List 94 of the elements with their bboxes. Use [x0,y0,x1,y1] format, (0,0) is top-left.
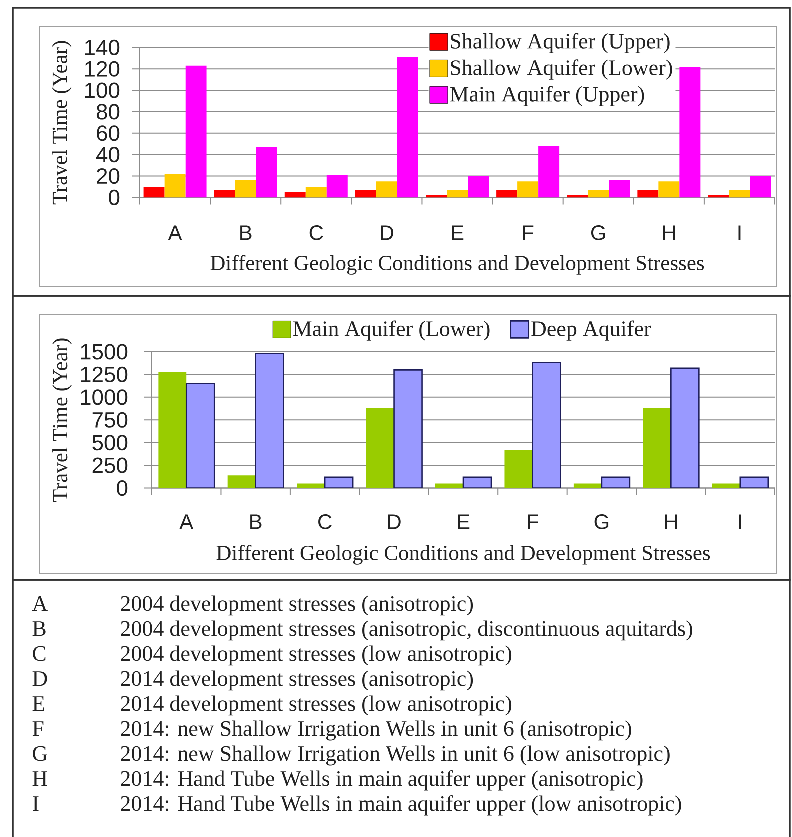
bar [643,408,672,488]
x-axis-title: Different Geologic Conditions and Development Stresses [216,545,710,565]
text: 2014: Hand Tube Wells in main aquifer upper (low anisotropic) [121,796,682,816]
bar [256,147,278,198]
x-tick-label: A [168,226,182,240]
bar [680,66,701,198]
y-tick-label: 0 [109,190,120,206]
legend-label: Main Aquifer (Lower) [293,320,490,341]
bar [164,174,186,198]
y-tick-label: 500 [92,435,128,451]
bar [638,190,659,198]
x-tick-label: F [528,514,538,530]
bar [144,186,165,198]
text: 2014: new Shallow Irrigation Wells in unit 6 (anisotropic) [121,720,632,741]
y-tick-label: 120 [85,61,120,77]
bar [750,176,772,198]
x-tick-label: A [180,514,194,530]
x-axis-title: Different Geologic Conditions and Development Stresses [210,255,704,275]
text: 2004 development stresses (anisotropic) [121,596,474,616]
bar [186,383,216,488]
category-label: E [32,696,45,711]
y-tick-label: 250 [92,458,128,474]
bar [729,190,750,198]
category-label: I [33,796,39,811]
bar [255,353,284,488]
bar [588,190,610,198]
bar [228,476,256,488]
x-tick-label: F [523,226,534,240]
bar [158,372,187,488]
bar [326,175,348,198]
y-tick-label: 750 [92,412,128,428]
x-tick-label: C [318,514,332,530]
category-label: H [32,772,48,786]
bar [397,57,418,198]
y-tick-label: 0 [117,480,128,496]
bar [538,146,560,198]
bar [284,192,306,198]
y-axis-title: Travel Time (Year) [52,41,72,205]
bar [447,190,468,198]
x-tick-label: C [310,226,324,240]
text: 2014: new Shallow Irrigation Wells in unit 6 (low anisotropic) [121,746,670,766]
legend-label: Shallow Aquifer (Lower) [451,60,672,80]
x-tick-label: B [250,514,262,530]
category-label: A [32,596,48,611]
bar [496,190,518,198]
y-tick-label: 20 [97,168,120,184]
y-tick-label: 140 [85,40,120,56]
category-label: C [33,646,46,662]
x-tick-label: G [592,226,606,240]
bar [186,66,207,198]
y-axis-title: Travel Time (Year) [52,338,72,502]
x-tick-label: E [452,226,464,240]
bar [366,408,394,488]
bar [235,180,256,198]
x-tick-label: D [388,514,401,530]
category-label: D [32,672,48,686]
text: 2014 development stresses (anisotropic) [121,670,474,691]
category-label: G [33,746,48,762]
y-tick-label: 80 [96,104,120,120]
legend-label: Deep Aquifer [532,320,652,341]
legend-label: Shallow Aquifer (Upper) [451,33,670,54]
bar [468,176,490,198]
text: 2014: Hand Tube Wells in main aquifer upper (anisotropic) [121,770,643,791]
text: 2014 development stresses (low anisotropic) [121,696,512,716]
bar [214,190,236,198]
legend-label: Main Aquifer (Upper) [450,86,644,106]
x-tick-label: E [458,514,470,530]
x-tick-label: I [738,226,741,240]
y-tick-label: 1500 [81,344,128,360]
x-tick-label: I [739,514,742,530]
text: 2004 development stresses (anisotropic, discontinuous aquitards) [121,620,692,641]
bar [355,190,376,198]
bar [504,450,533,488]
x-tick-label: H [663,226,676,240]
y-tick-label: 100 [85,82,120,98]
x-tick-label: B [240,226,252,240]
category-label: F [32,722,44,736]
bar [518,182,539,198]
bar [376,182,398,198]
bar [306,186,327,198]
bar [658,182,680,198]
x-tick-label: D [381,226,394,240]
x-tick-label: G [594,514,609,530]
bar [670,368,700,488]
category-label: B [32,622,46,636]
y-tick-label: 40 [96,147,120,163]
bar [394,370,423,488]
bar [532,362,562,488]
y-tick-label: 60 [97,126,120,142]
text: 2004 development stresses (low anisotropic) [121,646,512,666]
x-tick-label: H [665,514,678,530]
y-tick-label: 1000 [81,390,128,406]
bar [609,180,630,198]
y-tick-label: 1250 [81,366,128,383]
